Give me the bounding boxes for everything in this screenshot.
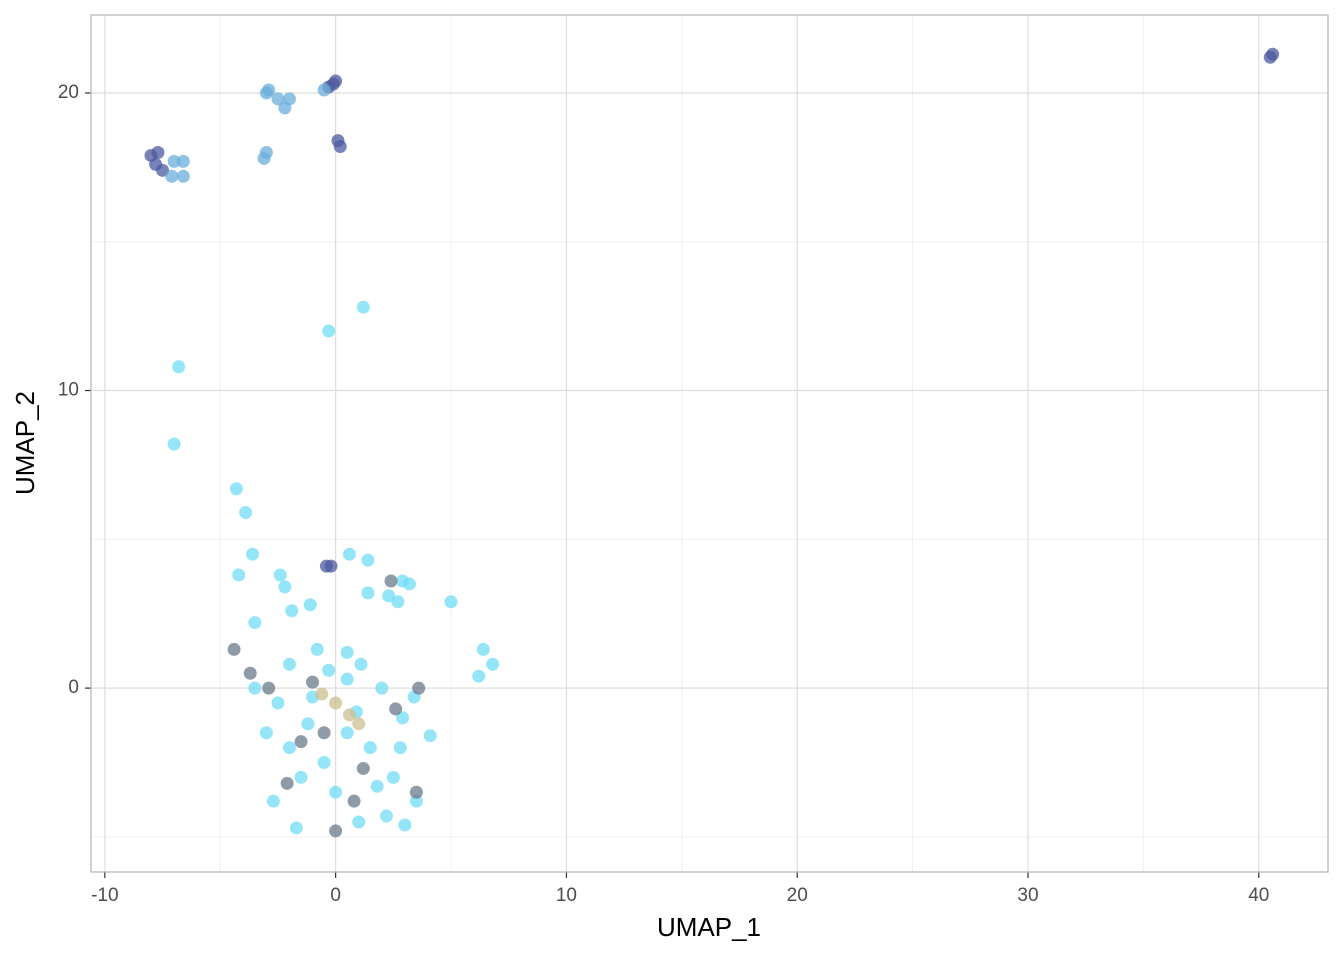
point	[176, 154, 190, 168]
point	[310, 642, 324, 656]
point	[375, 681, 389, 695]
point	[356, 300, 370, 314]
point	[329, 696, 343, 710]
x-tick-label: 20	[787, 885, 808, 906]
point	[352, 815, 366, 829]
point	[259, 726, 273, 740]
point	[393, 741, 407, 755]
point	[423, 729, 437, 743]
point	[391, 595, 405, 609]
x-tick-label: 10	[556, 885, 577, 906]
point	[167, 437, 181, 451]
point	[229, 482, 243, 496]
point	[486, 657, 500, 671]
point	[248, 616, 262, 630]
point	[172, 360, 186, 374]
point	[306, 675, 320, 689]
point	[333, 140, 347, 154]
point	[329, 785, 343, 799]
x-tick-label: 0	[330, 885, 341, 906]
point	[227, 642, 241, 656]
point	[329, 74, 343, 88]
point	[165, 169, 179, 183]
point	[294, 735, 308, 749]
point	[246, 547, 260, 561]
point	[386, 770, 400, 784]
point	[361, 586, 375, 600]
point	[239, 506, 253, 520]
point	[324, 559, 338, 573]
point	[340, 645, 354, 659]
point	[176, 169, 190, 183]
point	[342, 547, 356, 561]
point	[248, 681, 262, 695]
point	[1266, 47, 1280, 61]
point	[280, 776, 294, 790]
point	[271, 696, 285, 710]
point	[262, 681, 276, 695]
point	[472, 669, 486, 683]
point	[273, 568, 287, 582]
point	[409, 785, 423, 799]
point	[322, 663, 336, 677]
point	[317, 755, 331, 769]
point	[329, 824, 343, 838]
y-tick-label: 20	[58, 82, 79, 103]
point	[151, 145, 165, 159]
point	[266, 794, 280, 808]
point	[303, 598, 317, 612]
point	[361, 553, 375, 567]
point	[476, 642, 490, 656]
point	[402, 577, 416, 591]
point	[294, 770, 308, 784]
point	[409, 794, 423, 808]
point	[322, 324, 336, 338]
x-axis-title: UMAP_1	[657, 912, 761, 942]
point	[282, 657, 296, 671]
point	[301, 717, 315, 731]
panel-border	[90, 14, 1329, 873]
point	[259, 145, 273, 159]
point	[317, 83, 331, 97]
point	[342, 708, 356, 722]
point	[271, 92, 285, 106]
point	[379, 809, 393, 823]
point	[382, 589, 396, 603]
y-tick-label: 10	[58, 380, 79, 401]
x-tick-label: -10	[91, 885, 118, 906]
point	[398, 818, 412, 832]
x-tick-label: 40	[1248, 885, 1269, 906]
point	[167, 154, 181, 168]
point	[354, 657, 368, 671]
point	[412, 681, 426, 695]
point	[289, 821, 303, 835]
point	[396, 711, 410, 725]
point	[356, 761, 370, 775]
point	[282, 92, 296, 106]
point	[347, 794, 361, 808]
point	[262, 83, 276, 97]
point	[315, 687, 329, 701]
point	[363, 741, 377, 755]
y-axis-title: UMAP_2	[10, 391, 40, 495]
point	[340, 726, 354, 740]
point	[444, 595, 458, 609]
point	[243, 666, 257, 680]
point	[389, 702, 403, 716]
point	[384, 574, 398, 588]
point	[149, 157, 163, 171]
point	[340, 672, 354, 686]
y-tick-label: 0	[68, 677, 79, 698]
point	[282, 741, 296, 755]
point	[352, 717, 366, 731]
x-tick-label: 30	[1017, 885, 1038, 906]
point	[278, 580, 292, 594]
point	[317, 726, 331, 740]
point	[370, 779, 384, 793]
point	[232, 568, 246, 582]
point	[285, 604, 299, 618]
